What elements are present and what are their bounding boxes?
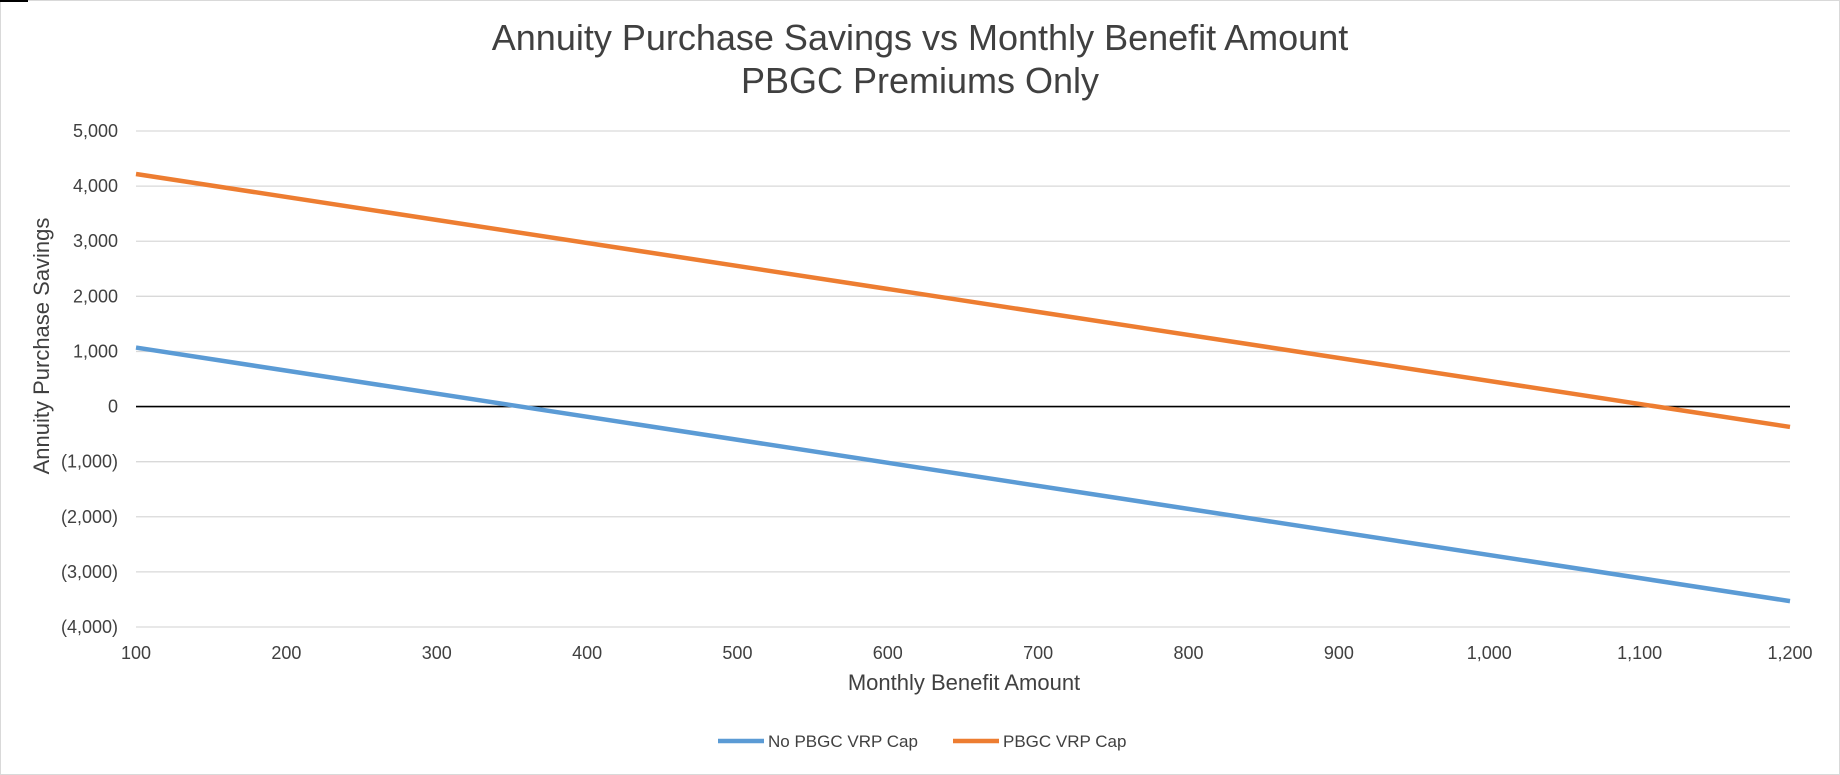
y-tick-label: (1,000) <box>61 452 118 472</box>
gridlines <box>136 130 1790 628</box>
chart-title: Annuity Purchase Savings vs Monthly Bene… <box>492 17 1348 58</box>
y-tick-label: 1,000 <box>73 341 118 361</box>
y-tick-label: 4,000 <box>73 176 118 196</box>
y-axis-ticks: 5,000 4,000 3,000 2,000 1,000 0 (1,000) (2,000)… <box>61 121 118 637</box>
x-tick-label: 1,100 <box>1617 643 1662 663</box>
x-tick-label: 100 <box>121 643 151 663</box>
chart-subtitle: PBGC Premiums Only <box>741 60 1099 101</box>
x-axis-title: Monthly Benefit Amount <box>848 670 1080 695</box>
series-line-no-pbgc-vrp-cap <box>135 345 1791 604</box>
x-tick-label: 1,000 <box>1467 643 1512 663</box>
x-tick-label: 600 <box>873 643 903 663</box>
legend-label: No PBGC VRP Cap <box>768 732 918 751</box>
y-axis-title: Annuity Purchase Savings <box>29 218 54 475</box>
x-axis-ticks: 100 200 300 400 500 600 700 800 900 1,000 1,100 1,2… <box>121 643 1813 663</box>
y-tick-label: (4,000) <box>61 617 118 637</box>
x-tick-label: 300 <box>422 643 452 663</box>
y-tick-label: (2,000) <box>61 507 118 527</box>
y-tick-label: 5,000 <box>73 121 118 141</box>
corner-mark <box>0 0 28 2</box>
y-tick-label: 0 <box>108 397 118 417</box>
x-tick-label: 700 <box>1023 643 1053 663</box>
y-tick-label: 2,000 <box>73 286 118 306</box>
x-tick-label: 400 <box>572 643 602 663</box>
legend: No PBGC VRP Cap PBGC VRP Cap <box>718 732 1126 751</box>
legend-label: PBGC VRP Cap <box>1003 732 1126 751</box>
x-tick-label: 900 <box>1324 643 1354 663</box>
x-tick-label: 800 <box>1174 643 1204 663</box>
series-line-pbgc-vrp-cap <box>135 171 1791 430</box>
x-tick-label: 1,200 <box>1767 643 1812 663</box>
series-lines <box>135 171 1791 604</box>
y-tick-label: 3,000 <box>73 231 118 251</box>
x-tick-label: 200 <box>271 643 301 663</box>
y-tick-label: (3,000) <box>61 562 118 582</box>
x-tick-label: 500 <box>722 643 752 663</box>
